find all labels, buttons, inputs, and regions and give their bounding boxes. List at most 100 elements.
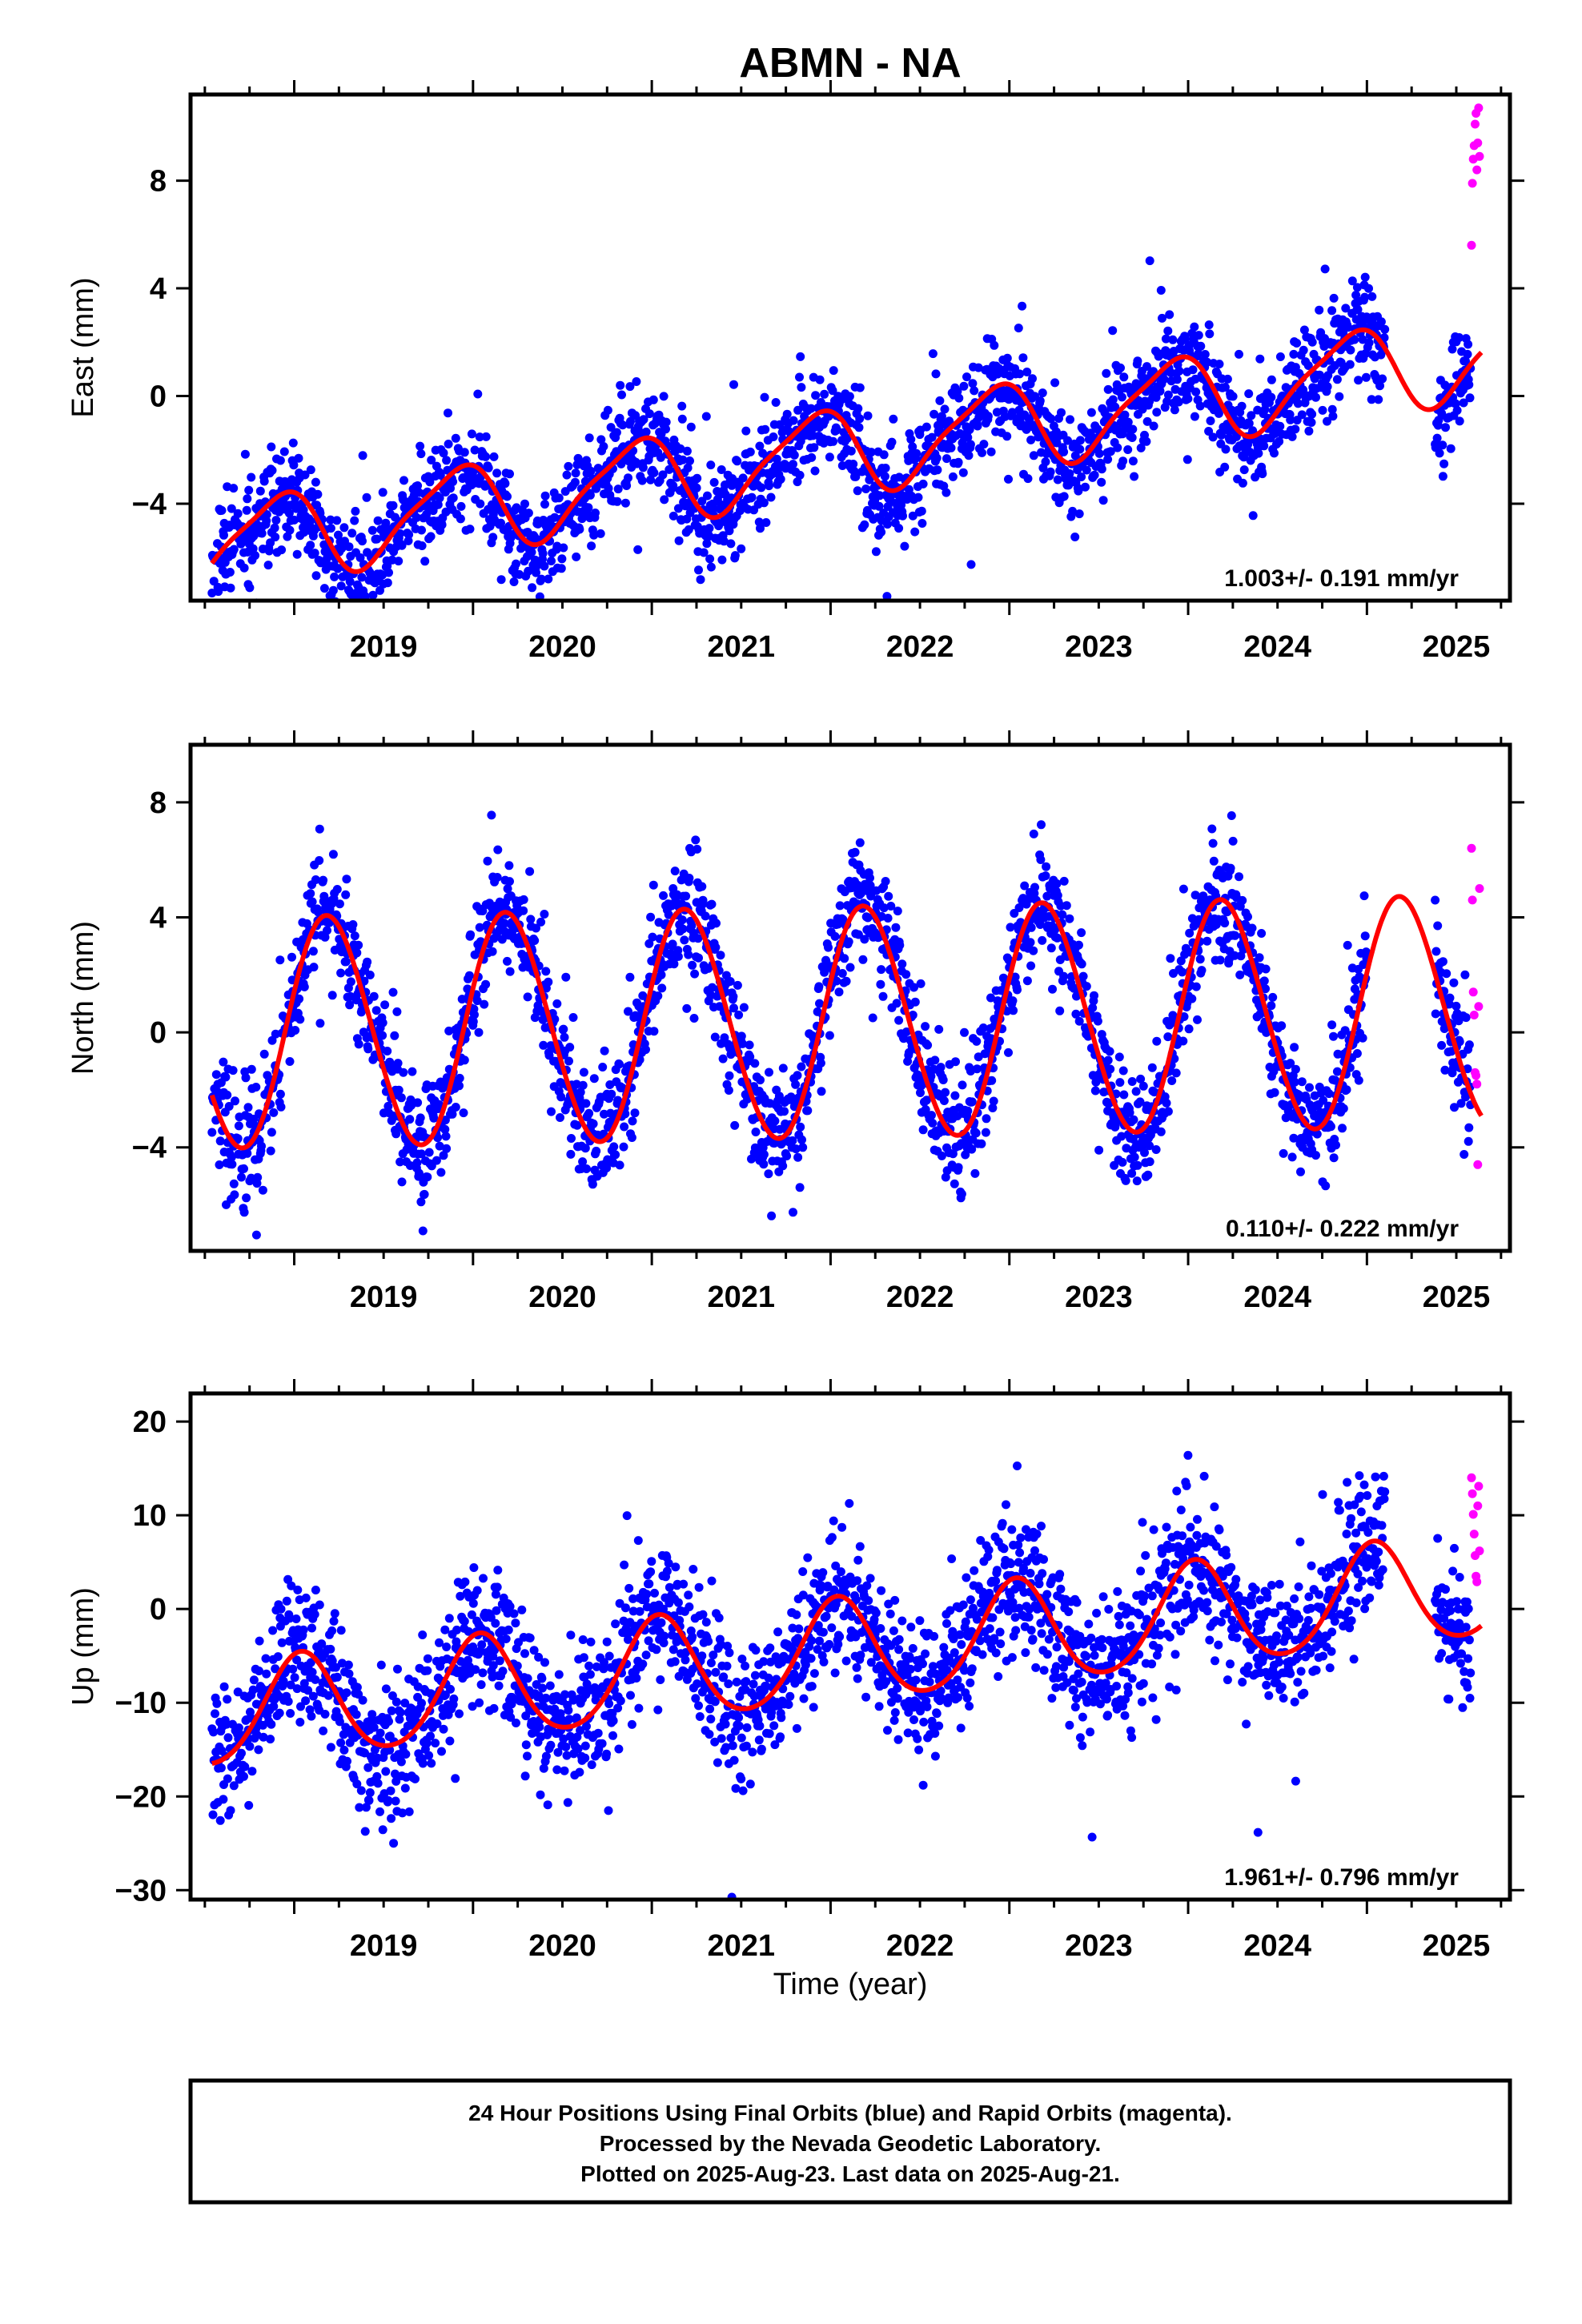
final-orbit-point xyxy=(887,437,897,447)
final-orbit-point xyxy=(375,585,384,595)
final-orbit-point xyxy=(393,1059,403,1068)
final-orbit-point xyxy=(1243,912,1252,922)
final-orbit-point xyxy=(279,1676,288,1686)
final-orbit-point xyxy=(716,951,725,960)
final-orbit-point xyxy=(1059,492,1069,501)
x-tick-label: 2020 xyxy=(528,1281,596,1314)
final-orbit-point xyxy=(683,463,693,472)
final-orbit-point xyxy=(928,349,938,359)
final-orbit-point xyxy=(363,1044,373,1054)
final-orbit-point xyxy=(1332,1067,1342,1076)
final-orbit-point xyxy=(937,1151,946,1160)
final-orbit-point xyxy=(207,1128,217,1137)
final-orbit-point xyxy=(1460,970,1470,979)
final-orbit-point xyxy=(464,971,474,980)
final-orbit-point xyxy=(417,1149,426,1159)
final-orbit-point xyxy=(726,539,736,549)
final-orbit-point xyxy=(674,536,684,545)
final-orbit-point xyxy=(1113,443,1122,452)
final-orbit-point xyxy=(668,939,677,949)
final-orbit-point xyxy=(855,838,865,847)
final-orbit-point xyxy=(1275,421,1285,431)
final-orbit-point xyxy=(633,545,643,554)
final-orbit-point xyxy=(809,443,819,452)
rapid-orbit-point xyxy=(1468,987,1478,997)
final-orbit-point xyxy=(778,1161,788,1171)
final-orbit-point xyxy=(292,1655,302,1665)
final-orbit-point xyxy=(638,463,648,472)
final-orbit-point xyxy=(496,575,506,585)
final-orbit-point xyxy=(741,426,751,436)
final-orbit-point xyxy=(292,1684,302,1694)
final-orbit-point xyxy=(566,1149,576,1159)
final-orbit-point xyxy=(1170,405,1179,415)
final-orbit-point xyxy=(433,500,443,509)
final-orbit-point xyxy=(705,554,715,564)
final-orbit-point xyxy=(1112,380,1122,389)
final-orbit-point xyxy=(523,992,532,1002)
final-orbit-point xyxy=(1133,1160,1142,1170)
final-orbit-point xyxy=(271,516,281,525)
final-orbit-point xyxy=(1279,1148,1288,1158)
final-orbit-point xyxy=(661,417,671,427)
final-orbit-point xyxy=(644,409,654,419)
final-orbit-point xyxy=(1116,363,1125,372)
final-orbit-point xyxy=(520,499,529,509)
final-orbit-point xyxy=(756,1076,765,1085)
final-orbit-point xyxy=(363,957,372,967)
final-orbit-point xyxy=(1361,372,1371,382)
final-orbit-point xyxy=(243,494,252,504)
final-orbit-point xyxy=(572,552,581,561)
final-orbit-point xyxy=(320,932,330,942)
final-orbit-point xyxy=(1022,976,1032,986)
final-orbit-point xyxy=(315,1019,325,1028)
rapid-orbit-point xyxy=(1475,884,1484,893)
final-orbit-point xyxy=(455,1073,464,1083)
final-orbit-point xyxy=(761,518,771,527)
final-orbit-point xyxy=(816,1059,825,1068)
final-orbit-point xyxy=(1082,465,1091,475)
final-orbit-point xyxy=(1329,293,1339,303)
final-orbit-point xyxy=(1238,895,1247,905)
final-orbit-point xyxy=(1055,1006,1065,1015)
final-orbit-point xyxy=(560,1032,569,1042)
final-orbit-point xyxy=(267,442,276,452)
final-orbit-point xyxy=(1258,469,1267,479)
final-orbit-point xyxy=(1041,457,1050,467)
final-orbit-point xyxy=(1297,410,1307,420)
final-orbit-point xyxy=(1367,395,1376,404)
final-orbit-point xyxy=(972,1036,982,1046)
final-orbit-point xyxy=(1036,855,1046,864)
final-orbit-point xyxy=(1102,368,1111,378)
final-orbit-point xyxy=(682,446,692,456)
final-orbit-point xyxy=(701,911,710,921)
final-orbit-point xyxy=(1037,820,1046,830)
final-orbit-point xyxy=(436,1168,446,1177)
final-orbit-point xyxy=(269,1108,279,1117)
final-orbit-point xyxy=(1078,971,1088,981)
final-orbit-point xyxy=(451,433,460,443)
final-orbit-point xyxy=(1303,361,1313,370)
final-orbit-point xyxy=(917,519,927,528)
final-orbit-point xyxy=(1447,344,1457,354)
final-orbit-point xyxy=(780,1107,789,1116)
final-orbit-point xyxy=(918,479,928,489)
final-orbit-point xyxy=(599,442,608,451)
final-orbit-point xyxy=(1174,397,1183,407)
final-orbit-point xyxy=(1130,472,1139,481)
final-orbit-point xyxy=(1191,982,1201,991)
final-orbit-point xyxy=(806,404,816,413)
final-orbit-point xyxy=(557,554,567,564)
final-orbit-point xyxy=(851,472,861,481)
final-orbit-point xyxy=(1059,876,1069,886)
final-orbit-point xyxy=(1335,392,1344,401)
final-orbit-point xyxy=(378,1031,387,1040)
final-orbit-point xyxy=(958,1080,967,1090)
final-orbit-point xyxy=(1183,394,1193,404)
final-orbit-point xyxy=(475,432,484,442)
final-orbit-point xyxy=(257,529,267,538)
final-orbit-point xyxy=(729,380,738,389)
final-orbit-point xyxy=(930,409,939,419)
final-orbit-point xyxy=(384,568,393,577)
final-orbit-point xyxy=(426,532,436,541)
